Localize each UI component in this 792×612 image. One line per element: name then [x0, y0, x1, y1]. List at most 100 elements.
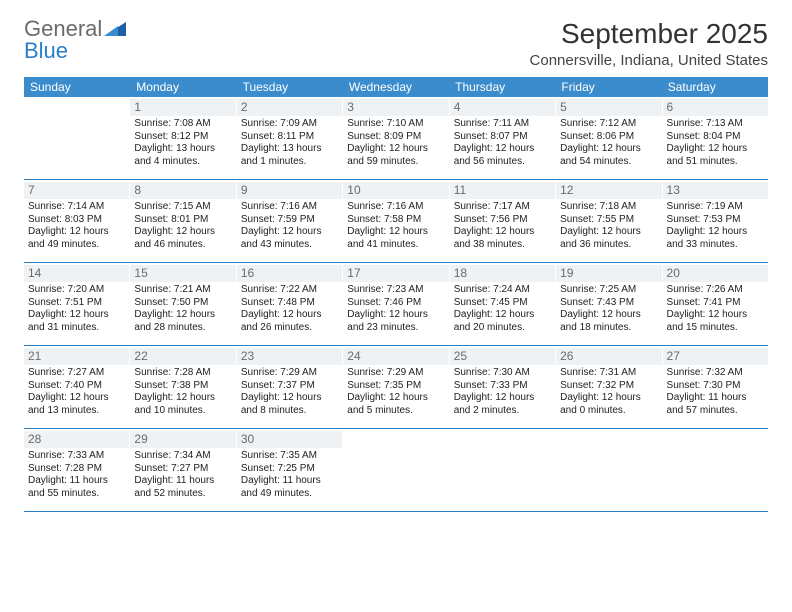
day-cell: [24, 97, 129, 179]
dow-monday: Monday: [130, 77, 236, 97]
day-cell: 29Sunrise: 7:34 AMSunset: 7:27 PMDayligh…: [129, 429, 235, 511]
header: General Blue September 2025 Connersville…: [24, 18, 768, 69]
day-cell: 21Sunrise: 7:27 AMSunset: 7:40 PMDayligh…: [24, 346, 129, 428]
daylight-text: Daylight: 12 hours: [667, 309, 764, 322]
daylight-text: Daylight: 12 hours: [454, 143, 551, 156]
day-number: 10: [343, 182, 448, 199]
dow-wednesday: Wednesday: [343, 77, 449, 97]
day-cell: 12Sunrise: 7:18 AMSunset: 7:55 PMDayligh…: [555, 180, 661, 262]
day-number: 17: [343, 265, 448, 282]
daylight-text: Daylight: 12 hours: [347, 226, 444, 239]
day-number: 18: [450, 265, 555, 282]
sunset-text: Sunset: 8:03 PM: [28, 214, 125, 227]
sunrise-text: Sunrise: 7:28 AM: [134, 367, 231, 380]
sunset-text: Sunset: 7:43 PM: [560, 297, 657, 310]
day-cell: 27Sunrise: 7:32 AMSunset: 7:30 PMDayligh…: [662, 346, 768, 428]
sunset-text: Sunset: 8:06 PM: [560, 131, 657, 144]
daylight-text: Daylight: 13 hours: [134, 143, 231, 156]
day-cell: 13Sunrise: 7:19 AMSunset: 7:53 PMDayligh…: [662, 180, 768, 262]
sunset-text: Sunset: 7:50 PM: [134, 297, 231, 310]
sunrise-text: Sunrise: 7:12 AM: [560, 118, 657, 131]
logo-part2: Blue: [24, 38, 68, 63]
dow-thursday: Thursday: [449, 77, 555, 97]
sunset-text: Sunset: 7:56 PM: [454, 214, 551, 227]
sunset-text: Sunset: 7:51 PM: [28, 297, 125, 310]
daylight-text: and 15 minutes.: [667, 322, 764, 335]
daylight-text: and 43 minutes.: [241, 239, 338, 252]
daylight-text: Daylight: 12 hours: [347, 392, 444, 405]
sunset-text: Sunset: 7:30 PM: [667, 380, 764, 393]
day-number: 19: [556, 265, 661, 282]
sunset-text: Sunset: 8:07 PM: [454, 131, 551, 144]
sunrise-text: Sunrise: 7:22 AM: [241, 284, 338, 297]
daylight-text: Daylight: 11 hours: [241, 475, 338, 488]
day-number: 26: [556, 348, 661, 365]
day-number: 9: [237, 182, 342, 199]
sunrise-text: Sunrise: 7:32 AM: [667, 367, 764, 380]
sunset-text: Sunset: 7:41 PM: [667, 297, 764, 310]
logo: General Blue: [24, 18, 126, 62]
day-number: 20: [663, 265, 768, 282]
sunrise-text: Sunrise: 7:09 AM: [241, 118, 338, 131]
sunrise-text: Sunrise: 7:16 AM: [241, 201, 338, 214]
daylight-text: Daylight: 13 hours: [241, 143, 338, 156]
day-cell: 5Sunrise: 7:12 AMSunset: 8:06 PMDaylight…: [555, 97, 661, 179]
sunrise-text: Sunrise: 7:15 AM: [134, 201, 231, 214]
daylight-text: Daylight: 12 hours: [347, 309, 444, 322]
day-cell: [342, 429, 448, 511]
sunrise-text: Sunrise: 7:29 AM: [241, 367, 338, 380]
sunset-text: Sunset: 7:32 PM: [560, 380, 657, 393]
daylight-text: and 1 minutes.: [241, 156, 338, 169]
day-number: 13: [663, 182, 768, 199]
day-cell: 23Sunrise: 7:29 AMSunset: 7:37 PMDayligh…: [236, 346, 342, 428]
daylight-text: and 46 minutes.: [134, 239, 231, 252]
day-number: 7: [24, 182, 129, 199]
sunrise-text: Sunrise: 7:29 AM: [347, 367, 444, 380]
week-row: 14Sunrise: 7:20 AMSunset: 7:51 PMDayligh…: [24, 263, 768, 346]
dow-sunday: Sunday: [24, 77, 130, 97]
day-cell: 11Sunrise: 7:17 AMSunset: 7:56 PMDayligh…: [449, 180, 555, 262]
daylight-text: Daylight: 12 hours: [134, 309, 231, 322]
sunrise-text: Sunrise: 7:21 AM: [134, 284, 231, 297]
day-number: 5: [556, 99, 661, 116]
daylight-text: and 0 minutes.: [560, 405, 657, 418]
daylight-text: and 8 minutes.: [241, 405, 338, 418]
title-block: September 2025 Connersville, Indiana, Un…: [530, 18, 768, 69]
logo-text: General Blue: [24, 18, 126, 62]
day-number: 12: [556, 182, 661, 199]
daylight-text: Daylight: 11 hours: [28, 475, 125, 488]
day-cell: 8Sunrise: 7:15 AMSunset: 8:01 PMDaylight…: [129, 180, 235, 262]
daylight-text: and 49 minutes.: [28, 239, 125, 252]
sunset-text: Sunset: 7:25 PM: [241, 463, 338, 476]
sunset-text: Sunset: 8:09 PM: [347, 131, 444, 144]
day-cell: 7 Sunrise: 7:14 AMSunset: 8:03 PMDaylight…: [24, 180, 129, 262]
day-number: 25: [450, 348, 555, 365]
logo-triangle-icon: [104, 16, 126, 41]
daylight-text: and 49 minutes.: [241, 488, 338, 501]
sunrise-text: Sunrise: 7:30 AM: [454, 367, 551, 380]
sunrise-text: Sunrise: 7:33 AM: [28, 450, 125, 463]
daylight-text: and 54 minutes.: [560, 156, 657, 169]
sunrise-text: Sunrise: 7:14 AM: [28, 201, 125, 214]
dow-tuesday: Tuesday: [237, 77, 343, 97]
daylight-text: Daylight: 12 hours: [28, 226, 125, 239]
day-cell: 4Sunrise: 7:11 AMSunset: 8:07 PMDaylight…: [449, 97, 555, 179]
daylight-text: Daylight: 12 hours: [134, 392, 231, 405]
sunrise-text: Sunrise: 7:23 AM: [347, 284, 444, 297]
day-cell: 24Sunrise: 7:29 AMSunset: 7:35 PMDayligh…: [342, 346, 448, 428]
day-number: 16: [237, 265, 342, 282]
day-number: 24: [343, 348, 448, 365]
daylight-text: and 5 minutes.: [347, 405, 444, 418]
daylight-text: and 2 minutes.: [454, 405, 551, 418]
sunset-text: Sunset: 7:59 PM: [241, 214, 338, 227]
daylight-text: Daylight: 12 hours: [560, 309, 657, 322]
day-cell: 25Sunrise: 7:30 AMSunset: 7:33 PMDayligh…: [449, 346, 555, 428]
calendar-page: General Blue September 2025 Connersville…: [0, 0, 792, 530]
daylight-text: Daylight: 12 hours: [241, 226, 338, 239]
day-number: 14: [24, 265, 129, 282]
daylight-text: and 52 minutes.: [134, 488, 231, 501]
daylight-text: Daylight: 12 hours: [241, 392, 338, 405]
sunset-text: Sunset: 7:33 PM: [454, 380, 551, 393]
day-cell: [555, 429, 661, 511]
daylight-text: and 59 minutes.: [347, 156, 444, 169]
